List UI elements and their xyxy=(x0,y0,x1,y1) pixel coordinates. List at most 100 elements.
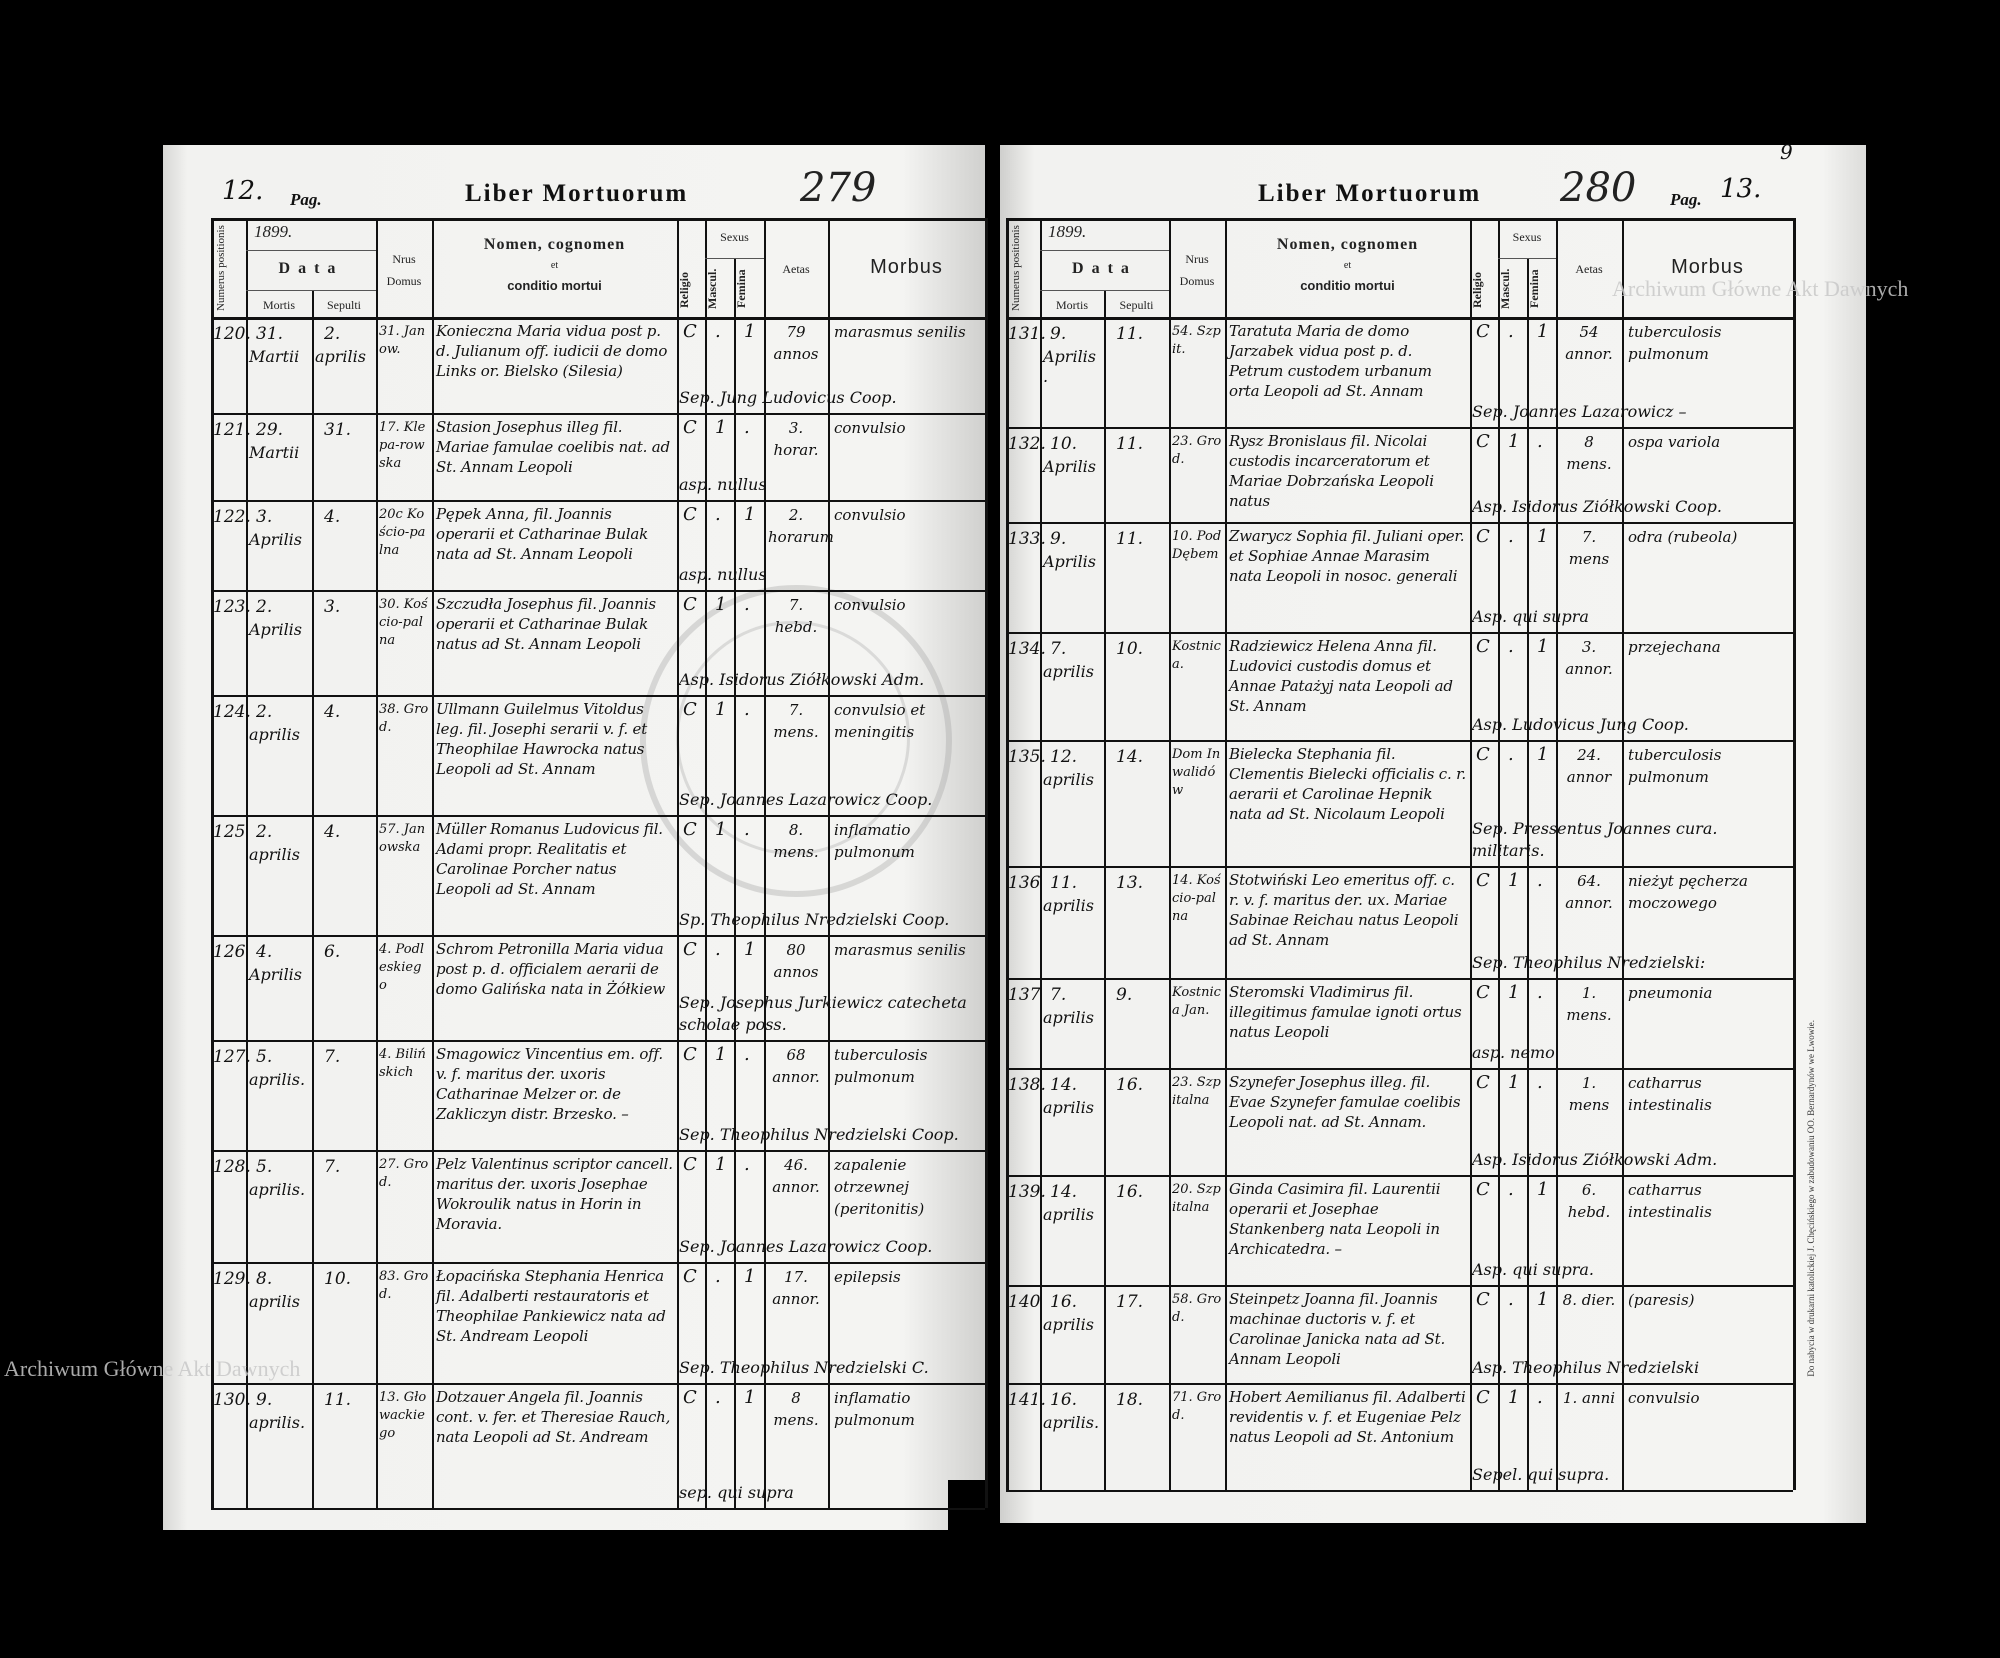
deceased-name-condition: Rysz Bronislaus fil. Nicolai custodis in… xyxy=(1229,432,1434,510)
house-number: 23. Szpitalna xyxy=(1172,1075,1221,1108)
sex-male: 1 xyxy=(1508,982,1520,1003)
header-aetas: Aetas xyxy=(1575,262,1603,276)
row-rule xyxy=(1006,1490,1793,1492)
deceased-name-condition: Zwarycz Sophia fil. Juliani oper. et Sop… xyxy=(1229,527,1465,585)
entry-number: 137 xyxy=(1008,985,1041,1005)
house-number: 27. Grod. xyxy=(379,1157,429,1190)
sex-male: 1 xyxy=(1508,1387,1520,1408)
row-rule xyxy=(1006,1285,1793,1287)
death-day: 9. xyxy=(1050,529,1067,549)
sex-female: 1 xyxy=(1537,1289,1549,1310)
death-month: Aprilis xyxy=(1043,457,1097,476)
religion: C xyxy=(683,819,697,840)
sex-male: . xyxy=(715,1266,721,1287)
religion: C xyxy=(683,321,697,342)
religion: C xyxy=(1476,1387,1490,1408)
burial-officiant: Sep. Josephus Jurkiewicz catecheta schol… xyxy=(679,993,967,1034)
sex-male: . xyxy=(1508,1289,1514,1310)
sex-male: . xyxy=(1508,526,1514,547)
burial-officiant: Sep. Joannes Lazarowicz Coop. xyxy=(679,1237,933,1256)
house-number: 23. Grod. xyxy=(1172,434,1222,467)
burial-day: 2. xyxy=(324,324,341,344)
death-day: 3. xyxy=(256,507,273,527)
burial-officiant: Sp. Theophilus Nredzielski Coop. xyxy=(679,910,950,929)
deceased-name-condition: Schrom Petronilla Maria vidua post p. d.… xyxy=(436,940,666,998)
page-title-left: Liber Mortuorum xyxy=(465,180,689,207)
deceased-name-condition: Dotzauer Angela fil. Joannis cont. v. fe… xyxy=(436,1388,671,1446)
burial-day: 11. xyxy=(1116,529,1144,549)
religion: C xyxy=(1476,321,1490,342)
header-mortis: Mortis xyxy=(262,298,295,312)
corner-mark: 9 xyxy=(1780,140,1793,164)
death-day: 7. xyxy=(1050,639,1067,659)
burial-officiant: asp. nemo xyxy=(1472,1043,1555,1062)
sex-male: 1 xyxy=(715,417,727,438)
death-month: aprilis. xyxy=(249,1070,306,1089)
entry-number: 132. xyxy=(1008,434,1046,454)
sex-male: . xyxy=(715,1387,721,1408)
religion: C xyxy=(1476,1072,1490,1093)
burial-day: 18. xyxy=(1116,1390,1144,1410)
religion: C xyxy=(683,417,697,438)
header-femina: Femina xyxy=(734,269,748,309)
row-rule xyxy=(1006,427,1793,429)
religion: C xyxy=(683,1154,697,1175)
deceased-name-condition: Pelz Valentinus scriptor cancell. maritu… xyxy=(436,1155,673,1233)
entry-number: 131. xyxy=(1008,324,1046,344)
death-month: aprilis xyxy=(1043,1098,1094,1117)
header-data: Data xyxy=(1072,260,1137,277)
row-rule xyxy=(1006,1175,1793,1177)
row-rule xyxy=(211,815,985,817)
death-day: 16. xyxy=(1050,1390,1078,1410)
religion: C xyxy=(683,699,697,720)
header-rule xyxy=(246,250,376,251)
house-number: Kostnica. xyxy=(1172,639,1221,672)
entry-number: 123. xyxy=(213,597,251,617)
religion: C xyxy=(683,594,697,615)
entry-number: 141. xyxy=(1008,1390,1046,1410)
sex-female: . xyxy=(744,699,750,720)
row-rule xyxy=(211,1508,985,1510)
disease: marasmus senilis xyxy=(834,323,966,341)
burial-officiant: Asp. qui supra xyxy=(1472,607,1589,626)
age: 1. mens. xyxy=(1566,984,1612,1024)
column-rule xyxy=(1793,218,1796,1490)
disease: convulsio xyxy=(1628,1389,1700,1407)
house-number: 83. Grod. xyxy=(379,1269,429,1302)
header-sexus: Sexus xyxy=(720,230,749,244)
burial-day: 13. xyxy=(1116,873,1144,893)
death-month: aprilis xyxy=(1043,662,1094,681)
entry-number: 140 xyxy=(1008,1292,1041,1312)
house-number: 4. Podleskiego xyxy=(379,942,425,993)
entry-number: 130. xyxy=(213,1390,251,1410)
house-number: 57. Janowska xyxy=(379,822,426,855)
disease: (paresis) xyxy=(1628,1291,1695,1309)
disease: ospa variola xyxy=(1628,433,1721,451)
burial-officiant: asp. nullus xyxy=(679,475,767,494)
row-rule xyxy=(211,1262,985,1264)
sex-female: 1 xyxy=(744,1266,756,1287)
column-rule xyxy=(1622,218,1624,1490)
column-rule xyxy=(246,218,248,1508)
entry-number: 125 xyxy=(213,822,246,842)
religion: C xyxy=(1476,870,1490,891)
header-numerus: Numerus positionis xyxy=(215,225,227,311)
house-number: 71. Grod. xyxy=(1172,1390,1222,1423)
burial-day: 4. xyxy=(324,822,341,842)
death-month: aprilis. xyxy=(1043,1413,1100,1432)
column-rule xyxy=(1225,218,1227,1490)
entry-number: 133. xyxy=(1008,529,1046,549)
sex-male: 1 xyxy=(1508,870,1520,891)
header-morbus: Morbus xyxy=(1671,256,1744,278)
disease: tuberculosis pulmonum xyxy=(1628,323,1722,363)
header-year: 1899. xyxy=(254,222,293,241)
death-day: 10. xyxy=(1050,434,1078,454)
death-day: 9. xyxy=(1050,324,1067,344)
entry-number: 121. xyxy=(213,420,251,440)
death-day: 5. xyxy=(256,1157,273,1177)
deceased-name-condition: Müller Romanus Ludovicus fil. Adami prop… xyxy=(436,820,663,898)
right-page xyxy=(1000,145,1866,1523)
burial-officiant: Sep. Joannes Lazarowicz Coop. xyxy=(679,790,933,809)
pag-label-right: Pag. xyxy=(1670,190,1702,209)
header-conditio: conditio mortui xyxy=(507,278,602,293)
